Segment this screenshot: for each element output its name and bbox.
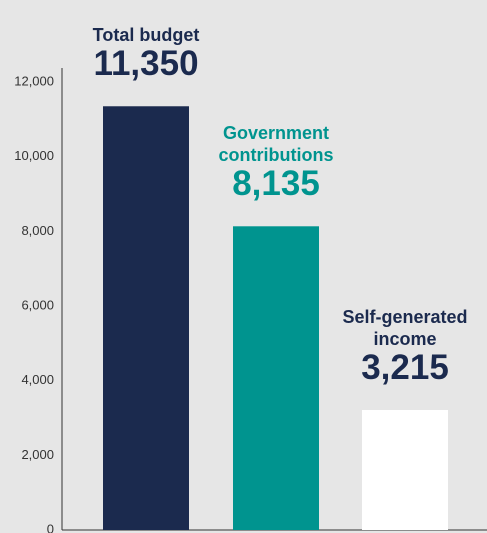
bar bbox=[233, 226, 319, 530]
y-tick-label: 8,000 bbox=[21, 223, 54, 238]
value-label: 3,215 bbox=[361, 347, 449, 387]
y-tick-label: 6,000 bbox=[21, 297, 54, 312]
bar bbox=[103, 106, 189, 531]
value-label: 8,135 bbox=[232, 164, 320, 204]
category-label: Total budget bbox=[92, 25, 200, 46]
y-tick-label: 10,000 bbox=[14, 148, 54, 163]
bar bbox=[362, 409, 448, 530]
y-tick-label: 0 bbox=[47, 521, 54, 533]
y-tick-label: 2,000 bbox=[21, 447, 54, 462]
value-label: 11,350 bbox=[93, 44, 199, 84]
y-tick-label: 12,000 bbox=[14, 73, 54, 88]
category-label: Government contributions bbox=[218, 123, 334, 166]
category-label: Self-generated income bbox=[342, 306, 468, 349]
y-tick-label: 4,000 bbox=[21, 372, 54, 387]
